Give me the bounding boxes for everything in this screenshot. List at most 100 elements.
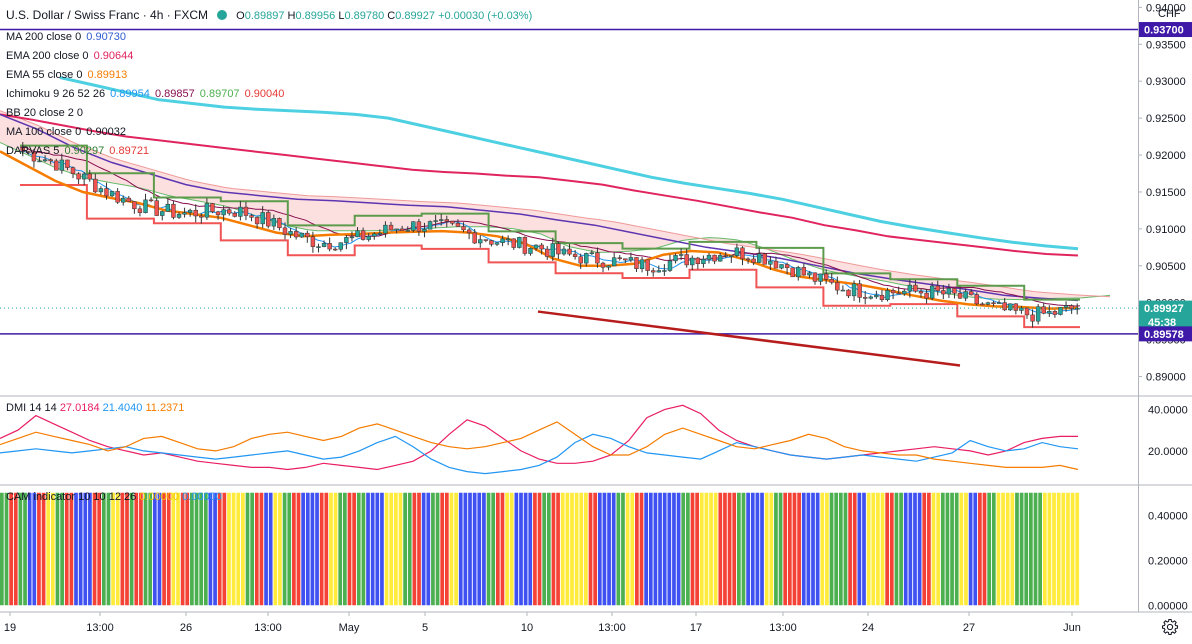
candle-body bbox=[835, 282, 840, 291]
candle-body bbox=[656, 270, 661, 273]
indicator-row[interactable]: MA 200 close 0 0.90730 bbox=[6, 28, 532, 47]
symbol-header: U.S. Dollar / Swiss Franc · 4h · FXCM O0… bbox=[6, 6, 532, 25]
indicator-row[interactable]: MA 100 close 0 0.90032 bbox=[6, 123, 532, 142]
candle-body bbox=[863, 297, 868, 299]
dmi-legend[interactable]: DMI 14 14 27.0184 21.4040 11.2371 bbox=[6, 402, 184, 414]
cam-bar bbox=[936, 492, 941, 606]
candle-body bbox=[996, 302, 1002, 304]
candle-body bbox=[1052, 311, 1058, 315]
candle-body bbox=[595, 252, 600, 264]
indicator-row[interactable]: Ichimoku 9 26 52 26 0.89954 0.89857 0.89… bbox=[6, 85, 532, 104]
cam-bar bbox=[176, 492, 180, 606]
cam-bar bbox=[319, 492, 324, 606]
cam-bar bbox=[533, 492, 537, 606]
symbol-title[interactable]: U.S. Dollar / Swiss Franc · 4h · FXCM bbox=[6, 8, 209, 22]
cam-bar bbox=[1047, 492, 1052, 606]
time-axis-label: 5 bbox=[422, 622, 428, 634]
indicator-value: 0.90032 bbox=[83, 126, 127, 138]
cam-bar bbox=[166, 492, 171, 606]
candle-body bbox=[372, 233, 377, 237]
cam-bar bbox=[134, 492, 139, 606]
candle-body bbox=[461, 226, 466, 231]
candle-body bbox=[266, 212, 271, 227]
candle-body bbox=[327, 243, 332, 250]
cam-bar bbox=[894, 492, 899, 606]
candle-body bbox=[1063, 305, 1069, 308]
cam-bar bbox=[1029, 492, 1033, 606]
cam-bar bbox=[514, 492, 519, 606]
cam-values: 0.00000 0.00000 bbox=[139, 491, 222, 503]
cam-bar bbox=[97, 492, 102, 606]
candle-body bbox=[823, 273, 829, 280]
candle-body bbox=[684, 254, 689, 266]
time-axis-label: 13:00 bbox=[598, 622, 626, 634]
candle-body bbox=[187, 209, 193, 213]
indicator-row[interactable]: EMA 200 close 0 0.90644 bbox=[6, 47, 532, 66]
candle-body bbox=[751, 258, 756, 263]
cam-bar bbox=[727, 492, 732, 606]
candle-body bbox=[427, 221, 433, 230]
ohlc-low-label: L bbox=[338, 10, 345, 22]
cam-legend[interactable]: CAM indicator 10 10 12 26 0.00000 0.0000… bbox=[6, 491, 222, 503]
cam-bar bbox=[667, 492, 672, 606]
candle-body bbox=[623, 258, 628, 261]
cam-bar bbox=[829, 492, 834, 606]
candle-body bbox=[143, 199, 148, 213]
cam-bar bbox=[973, 492, 978, 606]
cam-bar bbox=[648, 492, 653, 606]
candle-body bbox=[439, 219, 444, 221]
cam-bar bbox=[361, 492, 366, 606]
cam-bar bbox=[69, 492, 74, 606]
candle-body bbox=[611, 257, 617, 267]
indicator-row[interactable]: BB 20 close 2 0 bbox=[6, 104, 532, 123]
cam-bar bbox=[880, 492, 885, 606]
candle-body bbox=[757, 253, 762, 263]
cam-bar bbox=[987, 492, 992, 606]
candle-body bbox=[293, 231, 299, 238]
cam-bar bbox=[797, 492, 801, 606]
indicator-row[interactable]: EMA 55 close 0 0.89913 bbox=[6, 66, 532, 85]
candle-body bbox=[422, 229, 427, 232]
cam-bar bbox=[236, 492, 241, 606]
market-open-icon bbox=[217, 10, 228, 20]
indicator-row[interactable]: DARVAS 5 0.90297 0.89721 bbox=[6, 142, 532, 161]
cam-bar bbox=[106, 492, 111, 606]
cam-bar bbox=[101, 492, 106, 606]
bar-countdown: 45:38 bbox=[1148, 317, 1176, 329]
darvas-bottom bbox=[20, 184, 1080, 329]
candle-body bbox=[818, 273, 823, 282]
ichimoku-span-b bbox=[0, 110, 1111, 298]
cam-bar bbox=[690, 492, 695, 606]
cam-bar bbox=[120, 492, 125, 606]
cam-bar bbox=[477, 492, 482, 606]
cam-bar bbox=[162, 492, 166, 606]
cam-bar bbox=[982, 492, 987, 606]
cam-bar bbox=[199, 492, 204, 606]
candle-body bbox=[1019, 307, 1024, 311]
cam-bar bbox=[333, 492, 338, 606]
candle-body bbox=[87, 173, 92, 180]
cam-bar bbox=[412, 492, 417, 606]
cam-bar bbox=[64, 492, 69, 606]
candle-body bbox=[762, 253, 767, 265]
candle-body bbox=[740, 247, 745, 260]
cam-bar bbox=[838, 492, 843, 606]
candle-body bbox=[310, 236, 316, 247]
cam-bar bbox=[241, 492, 245, 606]
candle-body bbox=[70, 167, 76, 175]
indicator-label: EMA 200 close 0 bbox=[6, 50, 89, 62]
gear-icon[interactable] bbox=[1161, 618, 1179, 636]
cam-bar bbox=[352, 492, 356, 606]
cam-bar bbox=[621, 492, 625, 606]
candle-body bbox=[472, 232, 477, 244]
cam-bar bbox=[125, 492, 129, 606]
candle-body bbox=[957, 292, 963, 299]
cam-bar bbox=[834, 492, 839, 606]
candle-body bbox=[299, 232, 304, 238]
cam-bar bbox=[9, 492, 13, 606]
indicator-label: DARVAS 5 bbox=[6, 145, 60, 157]
cam-bar bbox=[148, 492, 153, 606]
candle-body bbox=[243, 206, 249, 216]
candle-body bbox=[902, 290, 907, 295]
